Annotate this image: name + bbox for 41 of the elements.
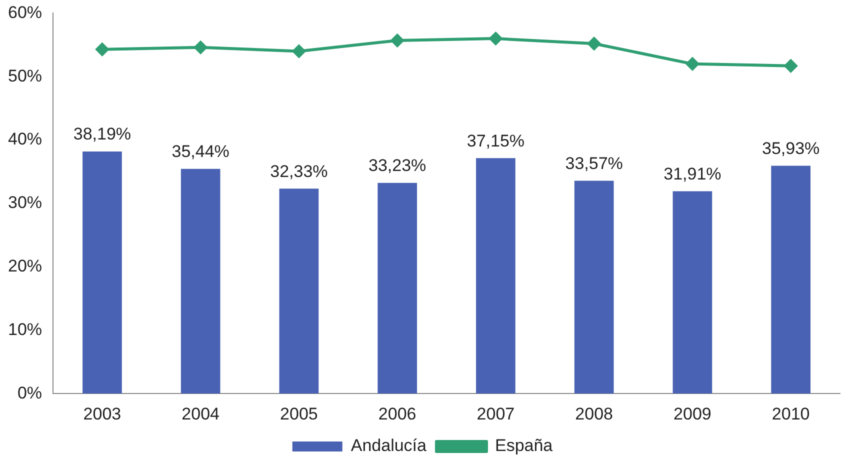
bar [378, 182, 417, 394]
y-tick-label: 40% [8, 130, 42, 149]
point [686, 57, 699, 70]
data-label: 35,44% [172, 142, 230, 162]
x-tick-label: 2003 [83, 404, 122, 424]
data-label: 31,91% [664, 164, 722, 184]
point [489, 32, 502, 46]
legend-label: Andalucía [350, 436, 428, 456]
bar [771, 166, 810, 394]
bar [82, 151, 122, 394]
point [96, 42, 109, 56]
x-tick-label: 2006 [378, 404, 416, 424]
y-tick-label: 20% [8, 256, 42, 276]
data-label: 35,93% [762, 138, 820, 158]
bar [476, 158, 516, 394]
data-label: 37,15% [466, 131, 525, 150]
y-tick-label: 50% [8, 66, 42, 86]
point [292, 44, 306, 58]
y-tick-label: 10% [8, 320, 42, 339]
x-tick-label: 2004 [182, 404, 220, 424]
bar [672, 191, 712, 394]
y-tick-label: 0% [17, 383, 42, 402]
point [588, 37, 601, 50]
data-label: 32,33% [270, 162, 328, 181]
data-label: 33,23% [368, 156, 426, 176]
x-tick-label: 2009 [674, 404, 712, 424]
y-tick-label: 30% [8, 193, 42, 212]
x-tick-label: 2010 [772, 404, 810, 424]
bar [574, 180, 614, 394]
legend-label: España [494, 436, 554, 456]
bar [279, 188, 319, 394]
y-tick-label: 60% [8, 2, 42, 22]
x-tick-label: 2005 [280, 404, 318, 424]
point [194, 40, 208, 54]
x-tick-label: 2008 [575, 404, 613, 424]
data-label: 38,19% [73, 124, 132, 144]
data-label: 33,57% [565, 154, 623, 173]
point [390, 34, 404, 47]
bar [180, 168, 220, 394]
point [784, 59, 798, 72]
x-tick-label: 2007 [476, 404, 515, 424]
